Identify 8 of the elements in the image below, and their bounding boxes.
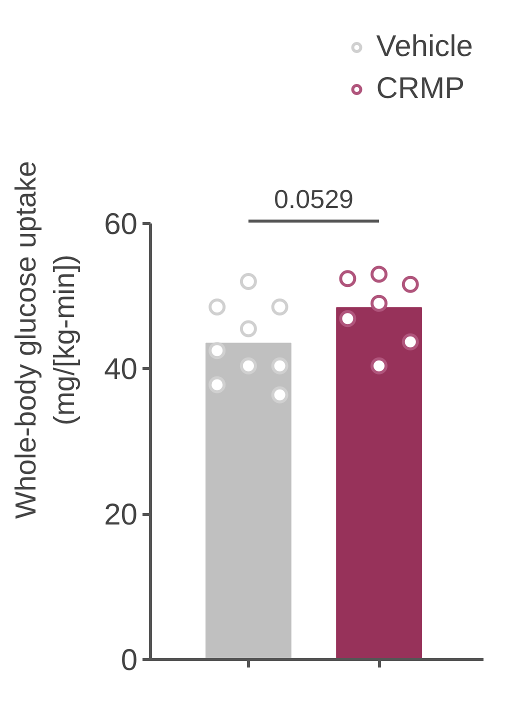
y-tick-label: 60	[104, 208, 138, 241]
legend-label: Vehicle	[376, 30, 473, 64]
y-tick-label: 0	[120, 644, 138, 677]
y-tick-label: 20	[104, 498, 138, 532]
text: 0.0529	[274, 184, 354, 214]
y-tick-label: 40	[104, 353, 138, 386]
y-axis-title: Whole-body glucose uptake (mg/[kg-min])	[10, 161, 82, 519]
legend-label: CRMP	[376, 72, 465, 106]
